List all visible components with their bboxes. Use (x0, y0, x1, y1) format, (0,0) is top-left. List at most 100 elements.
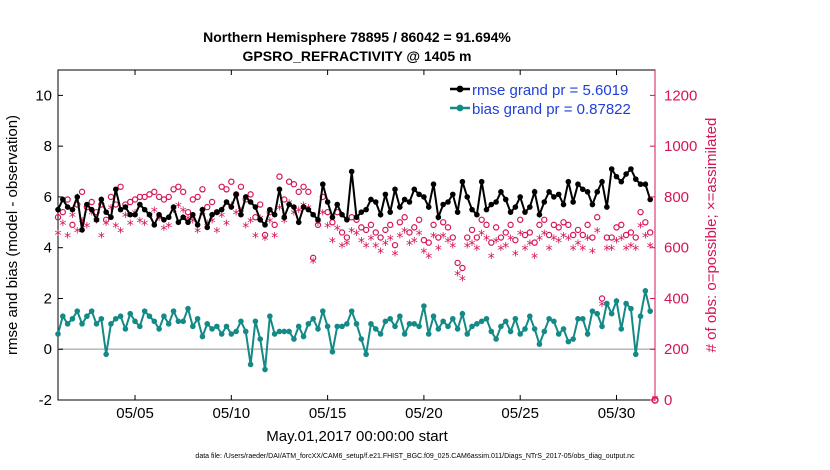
bias-point (214, 323, 220, 330)
rmse-point (604, 204, 610, 210)
assimilated-obs-marker: * (218, 210, 225, 226)
possible-obs-marker (536, 221, 543, 229)
x-tick-label: 05/05 (116, 405, 154, 422)
possible-obs-marker (622, 231, 630, 239)
assimilated-obs-marker: * (396, 231, 403, 247)
possible-obs-marker (257, 201, 264, 208)
rmse-point (93, 216, 100, 223)
bias-point (474, 321, 480, 327)
rmse-point (252, 204, 259, 210)
assimilated-obs-marker: * (420, 246, 427, 262)
possible-obs-marker (632, 234, 639, 241)
rmse-point (483, 206, 490, 213)
rmse-point (445, 199, 451, 205)
rmse-point (647, 196, 653, 203)
bias-point (464, 331, 471, 337)
legend: rmse grand pr = 5.6019 bias grand pr = 0… (448, 77, 648, 119)
assimilated-obs-marker: * (522, 243, 529, 259)
bias-point (397, 313, 403, 320)
assimilated-obs-marker: * (469, 238, 476, 254)
assimilated-obs-marker: * (295, 205, 302, 221)
possible-obs-marker (642, 219, 649, 226)
possible-obs-marker (574, 226, 582, 234)
assimilated-obs-marker: * (372, 241, 379, 257)
assimilated-obs-marker: * (127, 218, 134, 234)
rmse-point (368, 196, 374, 203)
bias-point (493, 336, 499, 342)
possible-obs-marker (516, 216, 524, 223)
bias-point (262, 366, 268, 373)
assimilated-obs-marker: * (608, 243, 615, 259)
possible-obs-marker (401, 214, 408, 221)
possible-obs-marker (237, 183, 245, 190)
rmse-point (329, 214, 336, 221)
bias-point (478, 318, 485, 325)
possible-obs-marker (589, 234, 596, 241)
rmse-point (406, 199, 413, 205)
assimilated-obs-marker: * (213, 225, 220, 241)
rmse-point (122, 204, 129, 210)
rmse-point (464, 194, 471, 200)
y-axis-right-label: # of obs: o=possible; ×=assimilated (703, 118, 720, 353)
possible-obs-marker (396, 219, 404, 226)
chart-title: Northern Hemisphere 78895 / 86042 = 91.6… (203, 29, 511, 45)
rmse-point (103, 209, 109, 215)
y-left-tick-label: 0 (44, 341, 52, 358)
assimilated-obs-marker: * (180, 205, 187, 221)
assimilated-obs-marker: * (93, 215, 100, 231)
possible-obs-marker (618, 221, 625, 229)
assimilated-obs-marker: * (324, 220, 331, 236)
rmse-point (522, 209, 528, 215)
assimilated-obs-marker: * (546, 243, 553, 259)
possible-obs-marker (454, 259, 461, 267)
rmse-point (170, 204, 177, 210)
assimilated-obs-marker: * (623, 243, 630, 259)
possible-obs-marker (435, 234, 442, 241)
bias-point (584, 331, 591, 337)
bias-point (146, 313, 153, 320)
rmse-point (570, 199, 576, 205)
possible-obs-marker (69, 221, 76, 229)
assimilated-obs-marker: * (165, 220, 172, 236)
possible-obs-marker (627, 229, 635, 236)
rmse-point (551, 194, 557, 200)
assimilated-obs-marker: * (541, 228, 548, 244)
bias-point (267, 313, 273, 320)
possible-obs-marker (338, 229, 346, 236)
rmse-point (579, 186, 586, 193)
possible-obs-marker (488, 239, 495, 246)
possible-obs-marker (141, 193, 148, 201)
legend-bias-marker (456, 104, 464, 112)
assimilated-obs-marker: * (459, 274, 466, 290)
bias-point (69, 315, 76, 322)
assimilated-obs-marker: * (363, 241, 370, 257)
assimilated-obs-marker: * (276, 203, 283, 219)
rmse-point (300, 204, 307, 210)
rmse-point (416, 191, 422, 198)
assimilated-obs-marker: * (343, 238, 350, 254)
rmse-point (397, 204, 403, 210)
x-axis-label: May.01,2017 00:00:00 start (266, 428, 448, 445)
rmse-point (228, 204, 235, 210)
bias-point (647, 308, 653, 314)
bias-point (449, 315, 456, 322)
possible-obs-marker (362, 226, 370, 234)
rmse-point (555, 191, 562, 198)
rmse-point (209, 211, 215, 218)
assimilated-obs-marker: * (536, 233, 543, 249)
bias-point (541, 328, 548, 335)
rmse-point (411, 186, 418, 193)
possible-obs-marker (372, 229, 379, 236)
possible-obs-marker (531, 239, 538, 246)
rmse-point (175, 219, 182, 226)
possible-obs-marker (358, 224, 365, 231)
possible-obs-marker (569, 231, 577, 239)
rmse-point (223, 199, 230, 205)
bias-point (242, 328, 249, 335)
y-right-tick-label: 400 (664, 290, 689, 307)
assimilated-obs-marker: * (112, 220, 119, 236)
bias-point (565, 338, 572, 345)
rmse-point (459, 178, 466, 185)
rmse-point (161, 216, 167, 223)
legend-rmse-label: rmse grand pr = 5.6019 (472, 82, 628, 99)
